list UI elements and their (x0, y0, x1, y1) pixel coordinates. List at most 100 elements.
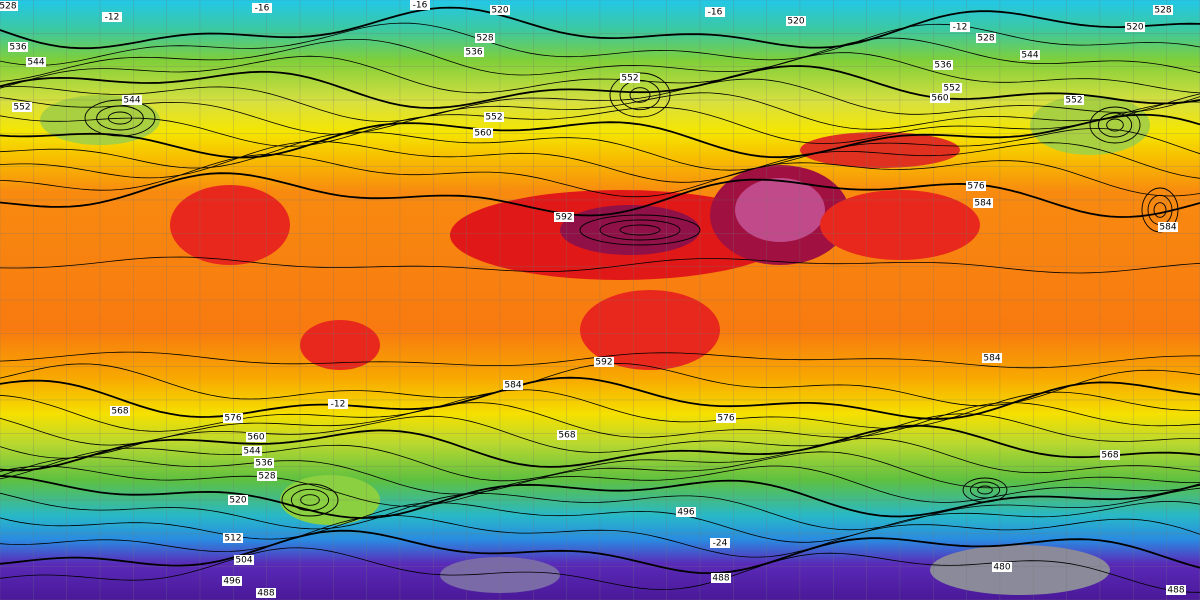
label-box (1020, 50, 1040, 60)
contour (0, 256, 1200, 274)
label-text: 544 (27, 58, 44, 68)
label-box (1158, 222, 1178, 232)
contour-label: 536 (254, 458, 274, 469)
label-text: -12 (953, 23, 968, 33)
label-box (716, 413, 736, 423)
contour-label: 496 (222, 576, 242, 587)
label-text: 544 (123, 96, 140, 106)
contour-label: 584 (1158, 222, 1178, 233)
label-box (328, 399, 348, 409)
label-text: 560 (247, 433, 264, 443)
label-box (122, 95, 142, 105)
label-text: 488 (257, 589, 274, 599)
label-text: 576 (717, 414, 734, 424)
contour (0, 6, 1200, 50)
label-text: 520 (1126, 23, 1143, 33)
label-box (223, 413, 243, 423)
contour (0, 101, 1200, 147)
label-box (410, 0, 430, 10)
contour-label: -12 (950, 22, 970, 33)
label-box (26, 57, 46, 67)
contour-label: 592 (594, 357, 614, 368)
label-text: 528 (1154, 6, 1171, 16)
closed-contour (969, 481, 1001, 499)
label-box (554, 212, 574, 222)
label-text: 528 (977, 34, 994, 44)
contour-label: 552 (1064, 95, 1084, 106)
label-box (620, 73, 640, 83)
closed-contour (619, 224, 661, 236)
label-text: -12 (331, 400, 346, 410)
contour (0, 413, 1200, 459)
contour (0, 424, 1200, 472)
label-text: 552 (13, 103, 30, 113)
contour (0, 65, 1200, 109)
label-text: 552 (1065, 96, 1082, 106)
label-box (930, 93, 950, 103)
contour-label: 536 (933, 60, 953, 71)
contour-label: 560 (246, 432, 266, 443)
label-text: 584 (983, 354, 1000, 364)
label-box (0, 1, 18, 11)
contour (0, 451, 1200, 495)
contour (0, 500, 1200, 543)
label-box (464, 47, 484, 57)
label-box (223, 533, 243, 543)
label-box (982, 353, 1002, 363)
closed-contour (300, 494, 320, 506)
label-text: 568 (1101, 451, 1118, 461)
label-box (473, 128, 493, 138)
label-box (252, 3, 272, 13)
label-box (557, 430, 577, 440)
contour-label: -16 (410, 0, 430, 11)
closed-contour (84, 99, 156, 137)
label-box (254, 458, 274, 468)
contour-label: 568 (1100, 450, 1120, 461)
closed-contour (579, 214, 701, 246)
contour-label: 576 (716, 413, 736, 424)
label-box (992, 562, 1012, 572)
contour (0, 22, 1200, 66)
label-text: 520 (491, 6, 508, 16)
label-box (676, 507, 696, 517)
label-text: -16 (708, 8, 723, 18)
label-text: 496 (677, 508, 694, 518)
warm-regions (170, 132, 980, 370)
label-box (8, 42, 28, 52)
contour (0, 465, 1200, 507)
contour (0, 140, 1200, 183)
label-text: 552 (943, 84, 960, 94)
label-text: 488 (1167, 586, 1184, 596)
contour-label: 488 (711, 573, 731, 584)
contour-label: 584 (503, 380, 523, 391)
label-text: 520 (229, 496, 246, 506)
contour-label: 504 (234, 555, 254, 566)
contour-label: 544 (1020, 50, 1040, 61)
label-text: 544 (1021, 51, 1038, 61)
label-text: 568 (558, 431, 575, 441)
closed-contour (599, 219, 681, 241)
contour (0, 92, 1200, 135)
label-text: -24 (713, 539, 728, 549)
label-text: 536 (934, 61, 951, 71)
contour-label: 496 (676, 507, 696, 518)
label-box (1125, 22, 1145, 32)
label-text: 528 (0, 2, 17, 12)
contour-label: -24 (710, 538, 730, 549)
contour-label: 528 (257, 471, 277, 482)
contour-label: -16 (705, 7, 725, 18)
label-text: -16 (413, 1, 428, 11)
contour (0, 437, 1200, 482)
label-box (705, 7, 725, 17)
label-text: 536 (255, 459, 272, 469)
contour-label: 584 (973, 198, 993, 209)
label-text: 536 (9, 43, 26, 53)
label-text: 560 (931, 94, 948, 104)
label-box (973, 198, 993, 208)
label-text: 592 (555, 213, 572, 223)
contour-label: 488 (1166, 585, 1186, 596)
closed-contour (1089, 106, 1141, 144)
contour-label: 576 (966, 181, 986, 192)
closed-contour (281, 483, 339, 517)
